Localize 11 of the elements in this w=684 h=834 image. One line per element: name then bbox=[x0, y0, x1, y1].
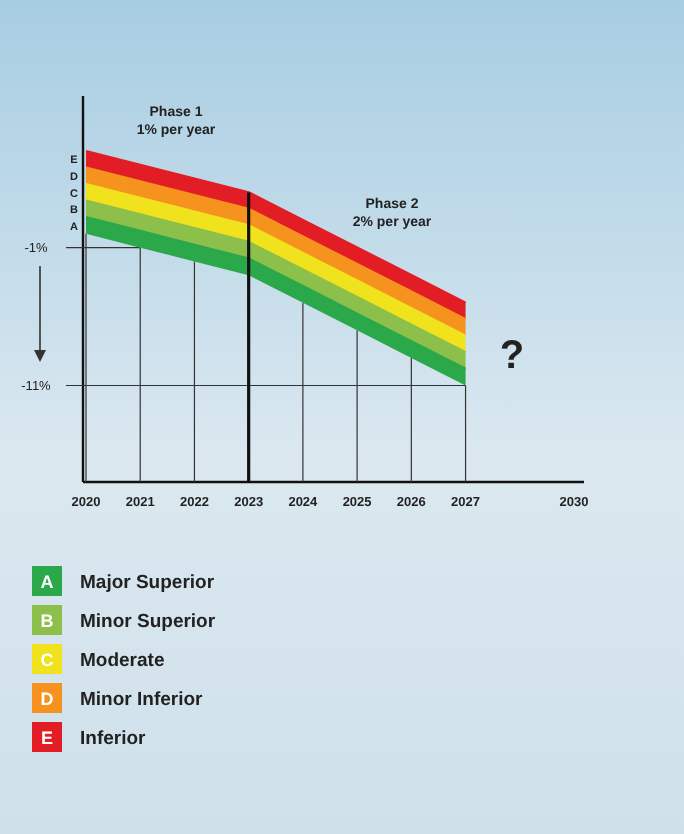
annotation: ? bbox=[499, 334, 525, 378]
legend-label: Major Superior bbox=[80, 572, 215, 594]
text: E bbox=[40, 728, 54, 748]
text: D bbox=[40, 689, 54, 709]
legend-label: Moderate bbox=[80, 650, 165, 672]
text: A bbox=[40, 572, 54, 592]
legend-label: Inferior bbox=[80, 728, 147, 750]
legend-label: Minor Inferior bbox=[80, 689, 204, 711]
text: B bbox=[40, 611, 54, 631]
legend-label: Minor Superior bbox=[80, 611, 216, 633]
text: C bbox=[40, 650, 54, 670]
